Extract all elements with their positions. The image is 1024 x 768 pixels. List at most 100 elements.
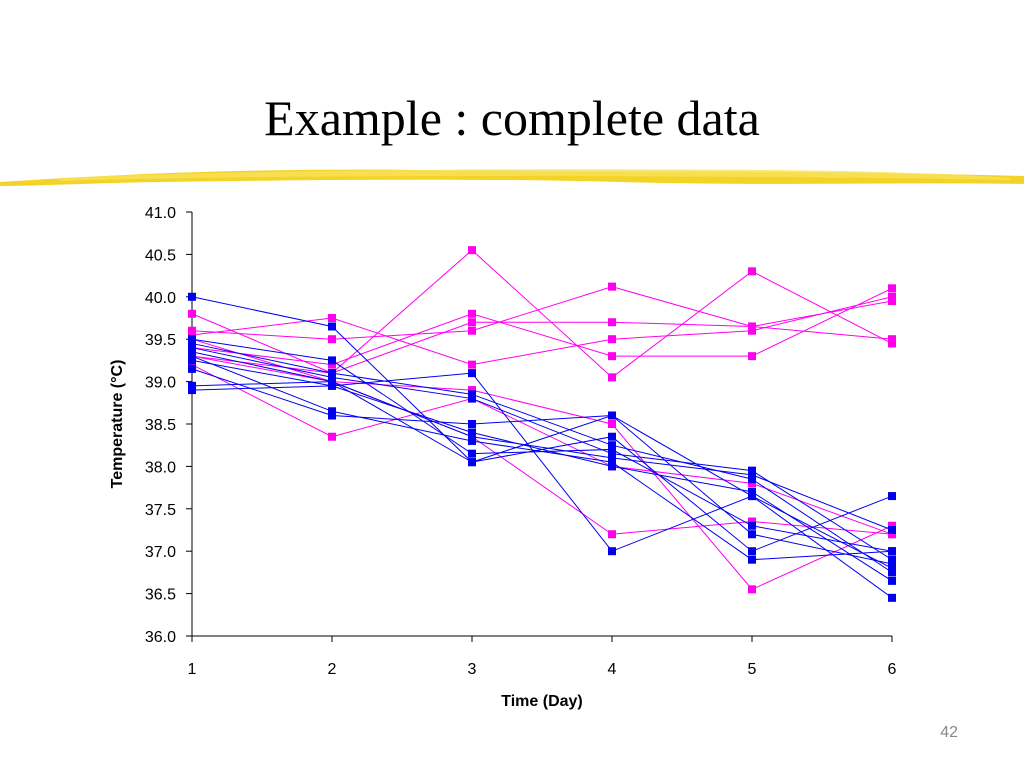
data-point xyxy=(888,559,896,568)
data-point xyxy=(888,568,896,577)
data-point xyxy=(188,364,196,373)
data-point xyxy=(328,335,336,344)
data-point xyxy=(608,441,616,450)
y-tick-label: 38.5 xyxy=(145,417,176,434)
data-point xyxy=(328,381,336,390)
series-line xyxy=(191,249,893,379)
data-point xyxy=(748,585,756,594)
series-line xyxy=(191,286,893,340)
data-point xyxy=(468,369,476,378)
data-point xyxy=(188,386,196,395)
data-point xyxy=(188,360,196,369)
x-tick-label: 5 xyxy=(748,661,757,678)
y-tick-label: 41.0 xyxy=(145,205,176,222)
series-magenta-1 xyxy=(188,292,896,369)
data-point xyxy=(468,360,476,369)
data-point xyxy=(188,309,196,318)
data-point xyxy=(328,432,336,441)
data-point xyxy=(468,458,476,467)
data-point xyxy=(188,326,196,335)
data-point xyxy=(608,373,616,382)
data-point xyxy=(888,292,896,301)
data-point xyxy=(468,436,476,445)
data-point xyxy=(748,267,756,276)
data-point xyxy=(748,517,756,526)
data-point xyxy=(468,309,476,318)
series-magenta-0 xyxy=(188,246,896,382)
data-point xyxy=(888,530,896,539)
data-point xyxy=(328,360,336,369)
data-point xyxy=(888,547,896,556)
data-point xyxy=(748,530,756,539)
data-point xyxy=(468,246,476,255)
data-point xyxy=(608,530,616,539)
data-point xyxy=(748,521,756,530)
axes xyxy=(191,212,892,637)
x-tick-label: 1 xyxy=(188,661,197,678)
series-line xyxy=(191,364,893,535)
data-point xyxy=(188,347,196,356)
series-blue-17 xyxy=(188,356,896,585)
series-line xyxy=(191,296,893,569)
data-point xyxy=(888,555,896,564)
data-point xyxy=(748,466,756,475)
data-point xyxy=(888,335,896,344)
data-point xyxy=(888,284,896,293)
data-point xyxy=(328,322,336,331)
data-point xyxy=(608,458,616,467)
data-point xyxy=(468,432,476,441)
data-point xyxy=(608,547,616,556)
data-point xyxy=(888,576,896,585)
y-tick-label: 36.5 xyxy=(145,587,176,604)
data-point xyxy=(748,470,756,479)
data-point xyxy=(328,356,336,365)
page-number: 42 xyxy=(940,724,958,741)
y-tick-label: 39.5 xyxy=(145,332,176,349)
data-point xyxy=(188,330,196,339)
data-point xyxy=(748,487,756,496)
data-point xyxy=(188,339,196,348)
data-point xyxy=(888,339,896,348)
series-line xyxy=(191,355,893,561)
y-tick-label: 37.5 xyxy=(145,502,176,519)
data-point xyxy=(468,420,476,428)
data-point xyxy=(608,282,616,291)
y-tick-label: 39.0 xyxy=(145,375,176,392)
series-line xyxy=(191,372,893,599)
slide-title: Example : complete data xyxy=(264,90,760,146)
x-tick-label: 6 xyxy=(888,661,897,678)
data-point xyxy=(468,428,476,437)
data-point xyxy=(748,492,756,501)
data-point xyxy=(188,292,196,301)
x-tick-label: 2 xyxy=(328,661,337,678)
series-line xyxy=(191,296,893,366)
series-blue-15 xyxy=(188,352,896,564)
series-magenta-4 xyxy=(188,284,896,369)
data-point xyxy=(468,318,476,327)
data-point xyxy=(468,449,476,458)
data-point xyxy=(608,449,616,458)
data-point xyxy=(888,593,896,602)
data-point xyxy=(888,297,896,306)
data-point xyxy=(608,462,616,471)
data-point xyxy=(468,386,476,395)
data-point xyxy=(188,356,196,365)
data-point xyxy=(188,352,196,361)
data-point xyxy=(608,335,616,344)
x-tick-label: 3 xyxy=(468,661,477,678)
series-blue-11 xyxy=(188,364,896,568)
data-point xyxy=(888,564,896,573)
data-point xyxy=(608,432,616,441)
series-line xyxy=(191,351,893,531)
series-magenta-2 xyxy=(188,282,896,344)
data-point xyxy=(748,555,756,564)
ticks: 36.0 36.5 37.0 37.5 38.0 38.5 39.0 39.5 40.0 40.5… xyxy=(145,205,897,678)
data-point xyxy=(608,453,616,462)
data-point xyxy=(748,326,756,335)
data-point xyxy=(328,314,336,322)
series-blue-13 xyxy=(188,343,896,564)
series-blue-10 xyxy=(188,377,896,556)
data-point xyxy=(608,352,616,361)
series-line xyxy=(191,355,893,535)
